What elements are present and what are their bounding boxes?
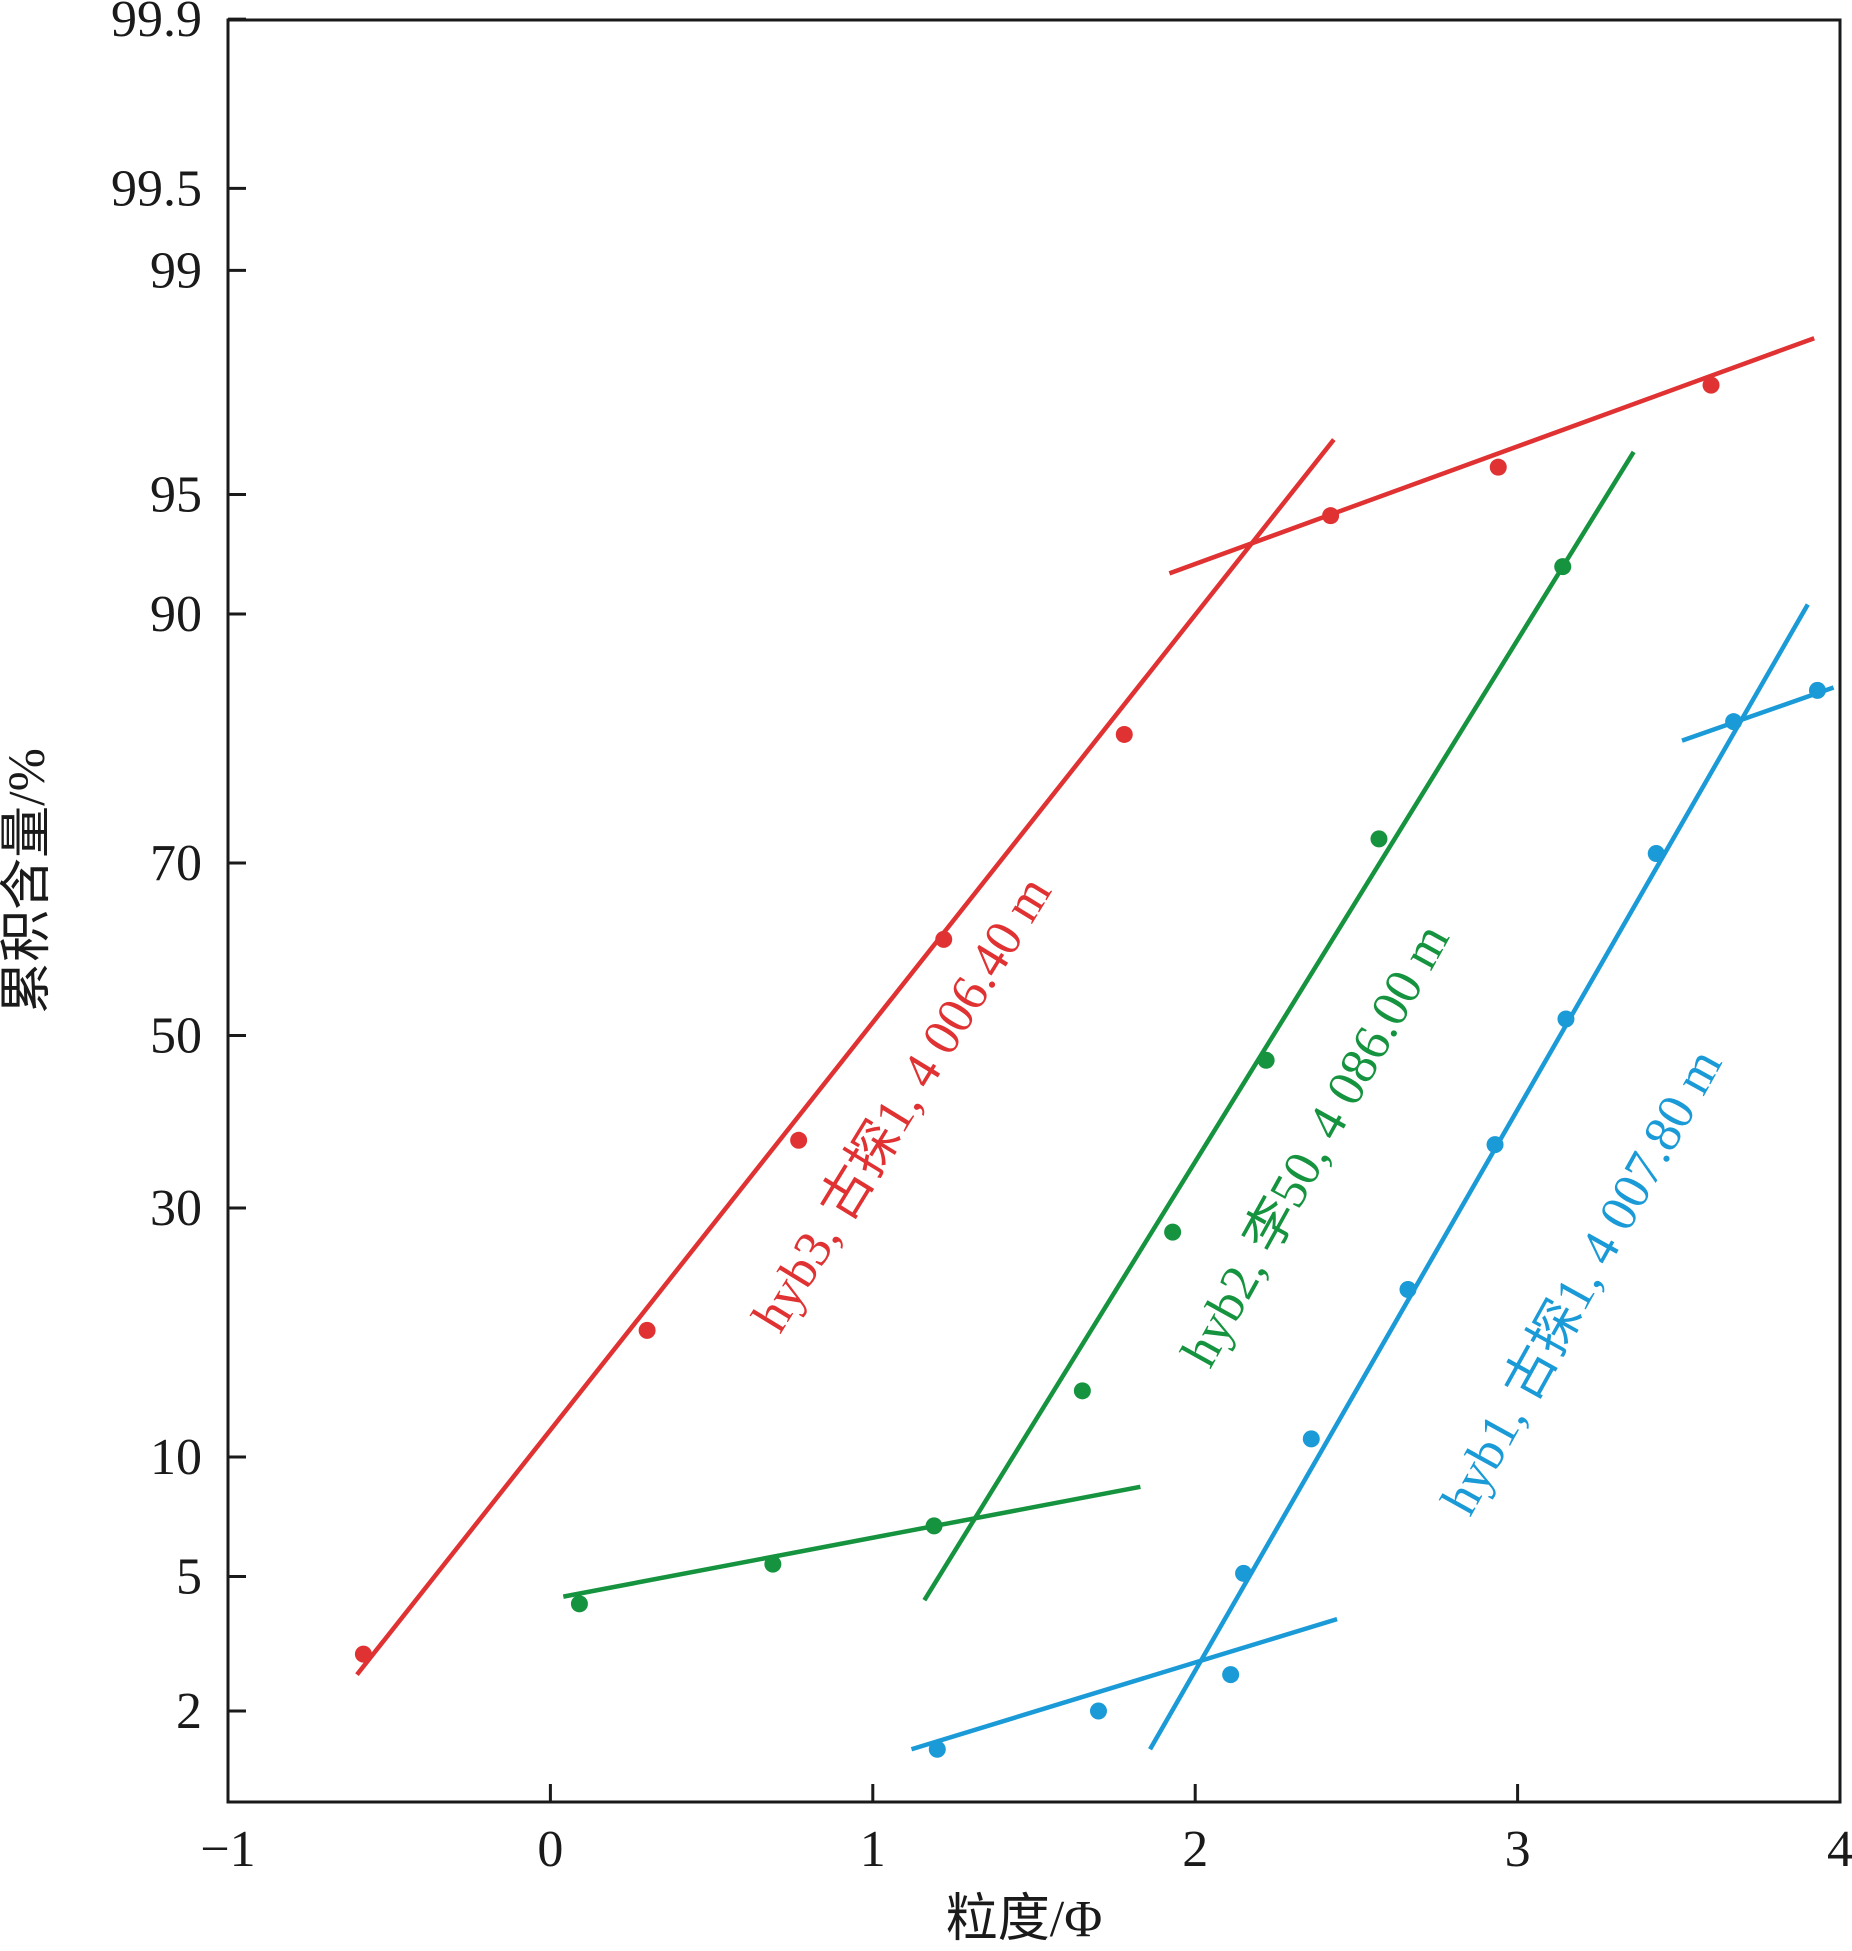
y-tick-label: 70 [150,835,202,892]
y-tick-label: 99 [150,242,202,299]
data-point [925,1517,943,1535]
y-axis-label: 累积含量/% [0,748,56,1014]
data-point [1322,507,1340,525]
y-tick-label: 10 [150,1429,202,1486]
x-tick-label: 2 [1182,1821,1208,1878]
data-point [1370,830,1388,848]
data-point [1557,1010,1575,1028]
x-tick-label: 1 [860,1821,886,1878]
data-point [1235,1564,1253,1582]
x-tick-label: −1 [200,1821,255,1878]
data-point [570,1595,588,1613]
data-point [1725,713,1743,731]
data-point [1399,1280,1417,1298]
data-point [1489,458,1507,476]
data-point [935,930,953,948]
y-tick-label: 30 [150,1180,202,1237]
x-tick-label: 4 [1827,1821,1852,1878]
data-point [354,1645,372,1663]
data-point [764,1555,782,1573]
data-point [1164,1223,1182,1241]
data-point [1222,1666,1240,1684]
y-tick-label: 99.5 [111,160,202,217]
x-tick-label: 0 [537,1821,563,1878]
y-tick-label: 95 [150,467,202,524]
data-point [1257,1051,1275,1069]
fit-line [922,450,1636,1602]
data-point [1073,1382,1091,1400]
x-tick-label: 3 [1505,1821,1531,1878]
data-point [1808,681,1826,699]
plot-frame [226,18,1842,1804]
data-point [1115,725,1133,743]
fit-line [910,1616,1338,1752]
series-label: hyb3, 古探1, 4 006.40 m [742,867,1063,1341]
fit-line [355,438,1336,1676]
data-point [638,1321,656,1339]
data-point [1554,558,1572,576]
fit-line [562,1484,1141,1599]
y-tick-label: 90 [150,586,202,643]
y-tick-label: 2 [176,1683,202,1740]
data-point [1302,1430,1320,1448]
y-tick-label: 50 [150,1008,202,1065]
data-point [928,1740,946,1758]
points-layer [354,376,1826,1758]
fit-line [1681,685,1835,743]
y-tick-label: 5 [176,1548,202,1605]
data-point [1647,844,1665,862]
fit-lines-layer [355,336,1835,1752]
data-point [1486,1136,1504,1154]
series-label: hyb1, 古探1, 4 007.80 m [1431,1040,1734,1524]
data-point [790,1131,808,1149]
data-point [1089,1702,1107,1720]
series-labels-layer: hyb3, 古探1, 4 006.40 m hyb2, 李50, 4 086.00… [742,867,1734,1524]
x-axis-label: 粒度/Φ [946,1891,1102,1946]
y-tick-label: 99.9 [111,0,202,48]
ticks-layer: −1 0 1 2 3 4 2 5 10 30 50 70 90 95 99 99.5 99.9 [111,0,1852,1878]
data-point [1702,376,1720,394]
fit-line [1168,336,1815,576]
series-label: hyb2, 李50, 4 086.00 m [1171,915,1461,1376]
fit-line [1148,603,1810,1751]
